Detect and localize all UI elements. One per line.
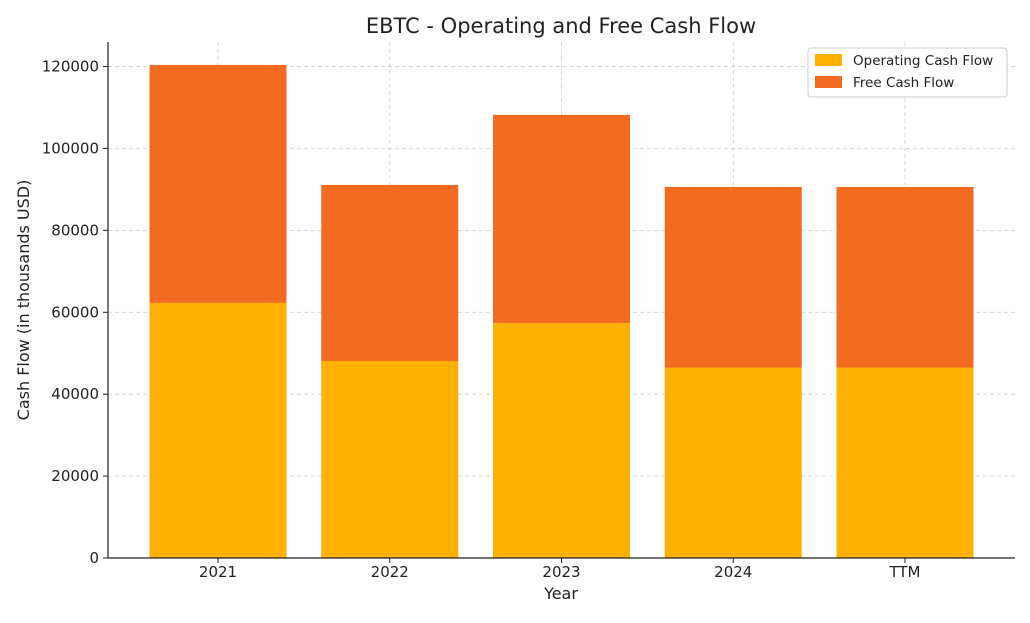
x-tick-label: 2024 xyxy=(714,563,752,581)
chart-title: EBTC - Operating and Free Cash Flow xyxy=(366,14,756,38)
legend: Operating Cash Flow Free Cash Flow xyxy=(807,47,1008,98)
y-tick-label: 100000 xyxy=(42,139,99,157)
bar-free-cash-flow-2024 xyxy=(664,186,802,368)
bar-free-cash-flow-ttm xyxy=(836,186,974,368)
bar-operating-cash-flow-2023 xyxy=(493,322,630,558)
y-tick-label: 40000 xyxy=(51,385,99,403)
y-tick-label: 120000 xyxy=(42,58,99,76)
legend-label-operating: Operating Cash Flow xyxy=(853,53,993,69)
x-axis-label: Year xyxy=(543,584,578,603)
y-tick-label: 0 xyxy=(89,549,99,567)
bar-free-cash-flow-2022 xyxy=(321,184,459,362)
legend-swatch-free xyxy=(815,76,842,88)
y-tick-label: 20000 xyxy=(51,467,99,485)
y-tick-label: 80000 xyxy=(51,221,99,239)
bar-operating-cash-flow-2021 xyxy=(149,302,287,558)
x-tick-label: TTM xyxy=(888,563,920,581)
x-tick-label: 2022 xyxy=(371,563,409,581)
y-tick-label: 60000 xyxy=(51,303,99,321)
bar-free-cash-flow-2023 xyxy=(493,114,630,323)
ticks: 0 20000 40000 60000 80000 100000 120000 2021 202… xyxy=(42,58,921,581)
legend-label-free: Free Cash Flow xyxy=(853,75,954,91)
bar-operating-cash-flow-2024 xyxy=(664,367,802,558)
legend-swatch-operating xyxy=(815,54,842,66)
y-axis-label: Cash Flow (in thousands USD) xyxy=(14,180,33,421)
bars xyxy=(149,64,974,558)
x-tick-label: 2021 xyxy=(199,563,237,581)
legend-box xyxy=(807,47,1008,98)
bar-operating-cash-flow-ttm xyxy=(836,367,974,558)
bar-operating-cash-flow-2022 xyxy=(321,361,459,558)
x-tick-label: 2023 xyxy=(542,563,580,581)
bar-free-cash-flow-2021 xyxy=(149,64,287,303)
